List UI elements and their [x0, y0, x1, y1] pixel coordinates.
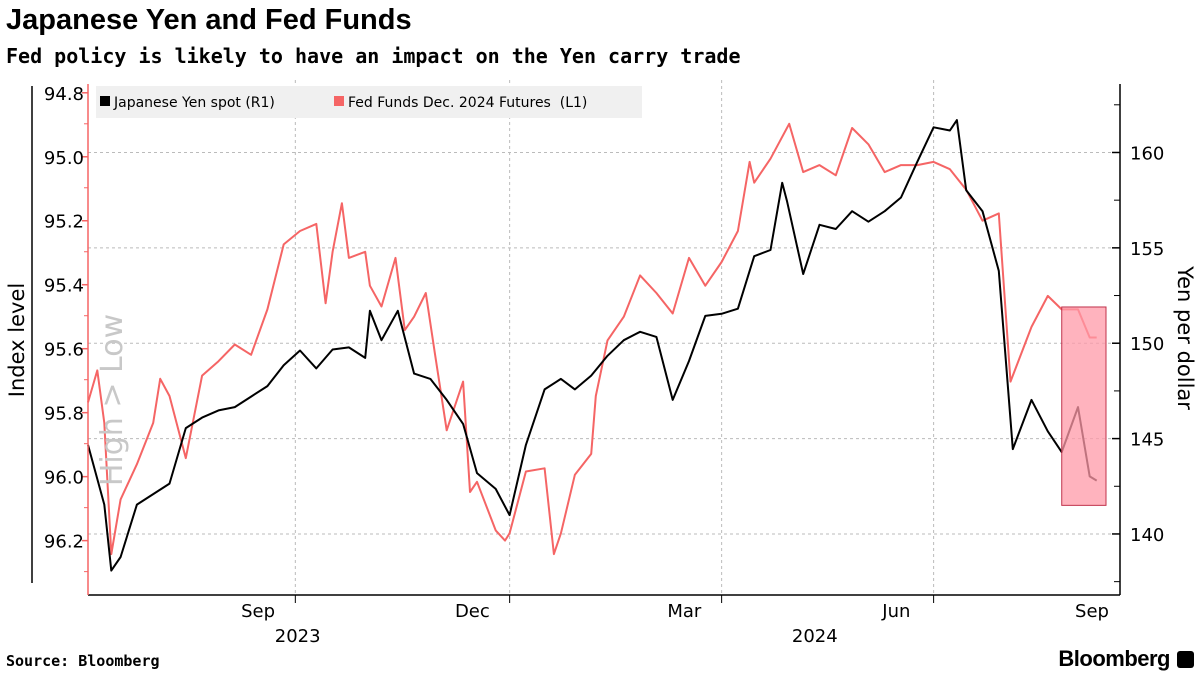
gridlines [88, 80, 1120, 595]
left-tick-label: 96.2 [44, 532, 84, 553]
year-label: 2024 [792, 626, 838, 647]
left-tick-label: 95.4 [44, 276, 84, 297]
x-tick-label: Mar [667, 601, 702, 622]
left-tick-label: 95.2 [44, 212, 84, 233]
chart-title: Japanese Yen and Fed Funds [6, 4, 412, 36]
chart-subtitle: Fed policy is likely to have an impact o… [6, 44, 741, 68]
left-tick-label: 95.8 [44, 404, 84, 425]
right-tick-label: 155 [1130, 239, 1164, 260]
legend-swatch-yen [100, 96, 110, 106]
left-tick-label: 94.8 [44, 84, 84, 105]
bloomberg-terminal-icon [1177, 651, 1194, 668]
series-lines [87, 119, 1107, 572]
right-tick-label: 150 [1130, 334, 1164, 355]
year-label: 2023 [275, 626, 321, 647]
x-tick-label: Dec [455, 601, 490, 622]
left-tick-label: 96.0 [44, 468, 84, 489]
right-tick-label: 140 [1130, 525, 1164, 546]
source-note: Source: Bloomberg [6, 652, 160, 670]
right-axis-label: Yen per dollar [1173, 265, 1197, 410]
yen-spot-line [87, 119, 1098, 572]
left-tick-label: 95.6 [44, 340, 84, 361]
legend-label-fed: Fed Funds Dec. 2024 Futures (L1) [348, 95, 587, 111]
x-tick-label: Jun [881, 601, 910, 622]
legend-swatch-fed [334, 96, 344, 106]
right-tick-label: 145 [1130, 430, 1164, 451]
left-axis-label: Index level [5, 283, 29, 397]
fed-funds-line [87, 122, 1097, 556]
left-tick-label: 95.0 [44, 148, 84, 169]
left-axis-annotation: High > Low [95, 314, 130, 486]
right-tick-label: 160 [1130, 143, 1164, 164]
axes: 140 145 150 155 160 94.8 95.0 95.2 95.4 95.6 95.8 9… [31, 84, 1164, 647]
legend-background [96, 86, 642, 118]
bloomberg-logo: Bloomberg [1058, 646, 1170, 671]
legend-label-yen: Japanese Yen spot (R1) [113, 95, 275, 111]
highlight-box [1061, 306, 1107, 506]
x-tick-label: Sep [241, 601, 275, 622]
x-tick-label: Sep [1075, 601, 1109, 622]
